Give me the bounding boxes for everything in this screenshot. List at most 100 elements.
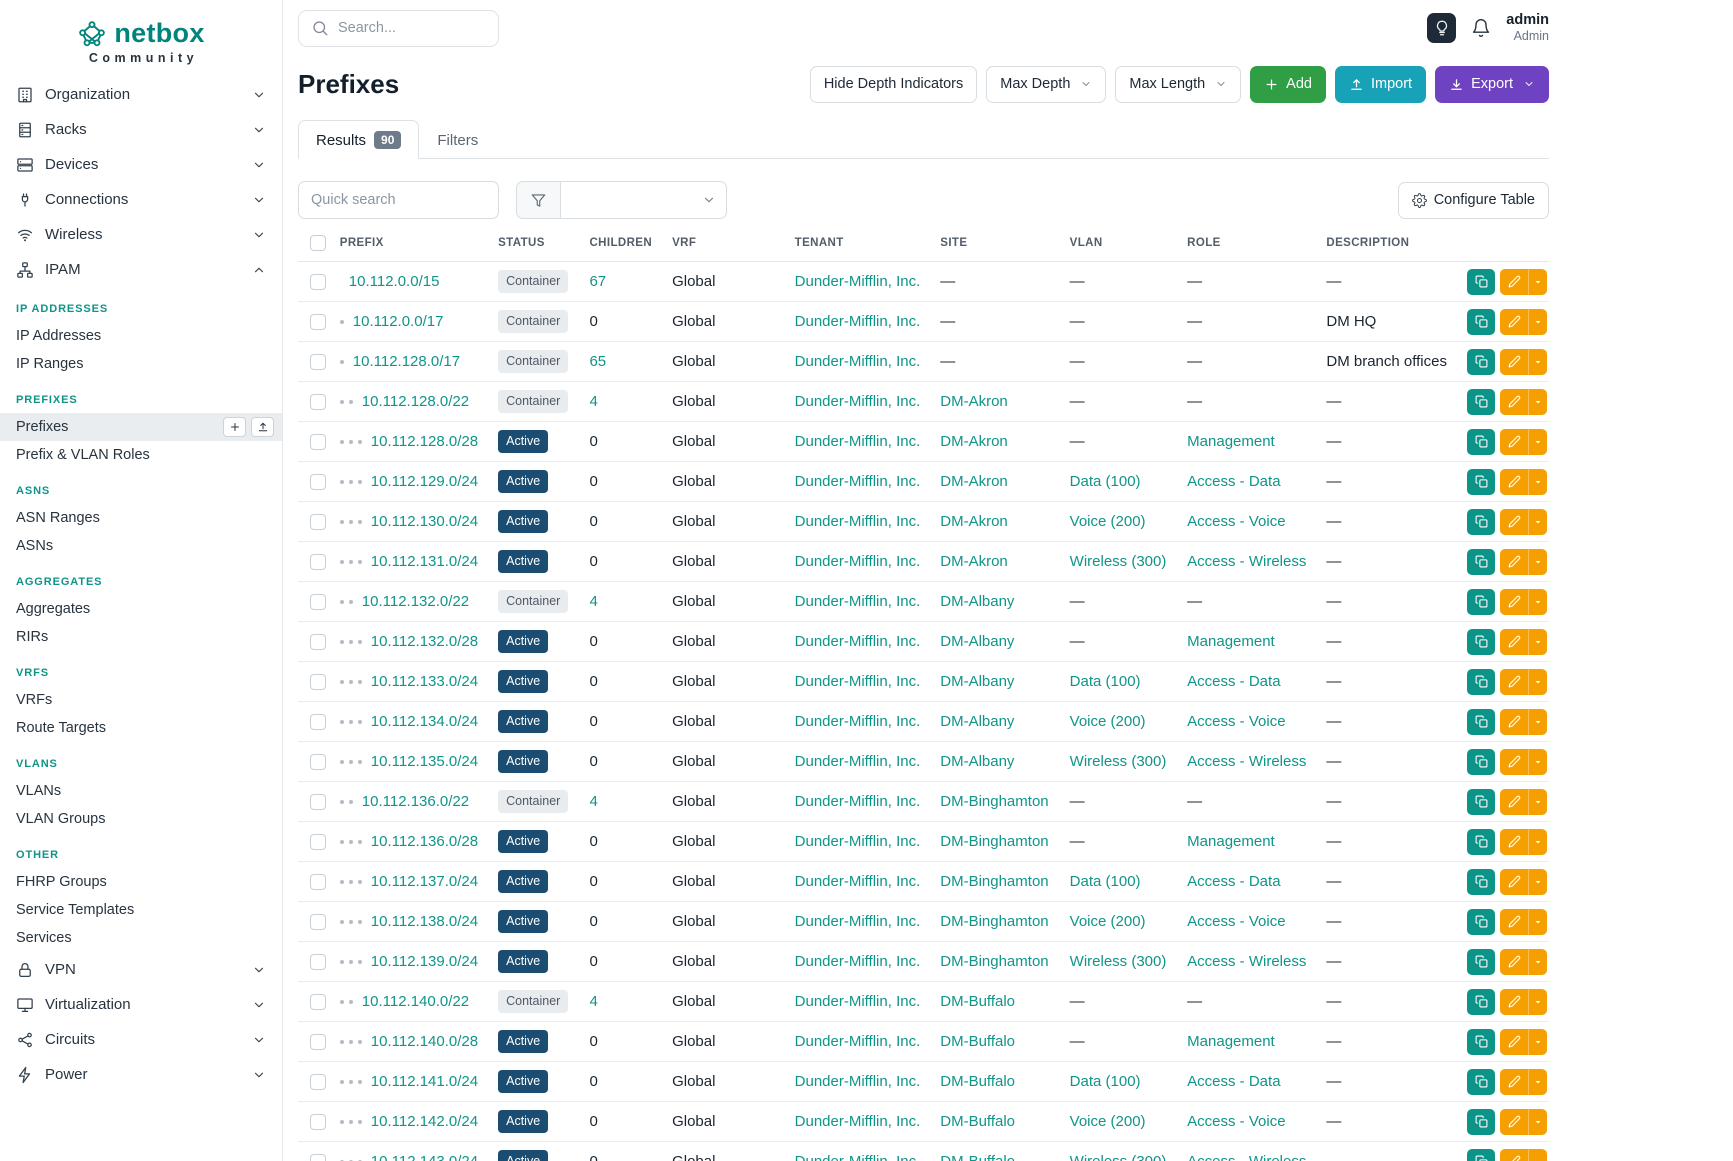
- prefix-link[interactable]: 10.112.132.0/22: [362, 593, 469, 610]
- edit-button[interactable]: [1500, 949, 1528, 975]
- clone-button[interactable]: [1467, 669, 1495, 695]
- tenant-link[interactable]: Dunder-Mifflin, Inc.: [795, 953, 921, 970]
- clone-button[interactable]: [1467, 949, 1495, 975]
- column-header-children[interactable]: CHILDREN: [579, 235, 662, 262]
- role-link[interactable]: Management: [1187, 633, 1275, 650]
- children-link[interactable]: 65: [589, 353, 606, 370]
- clone-button[interactable]: [1467, 829, 1495, 855]
- clone-button[interactable]: [1467, 909, 1495, 935]
- site-link[interactable]: DM-Albany: [940, 753, 1014, 770]
- site-link[interactable]: DM-Akron: [940, 433, 1008, 450]
- edit-button[interactable]: [1500, 1149, 1528, 1161]
- tenant-link[interactable]: Dunder-Mifflin, Inc.: [795, 1153, 921, 1161]
- prefix-link[interactable]: 10.112.128.0/22: [362, 393, 469, 410]
- prefix-link[interactable]: 10.112.129.0/24: [371, 473, 478, 490]
- row-checkbox[interactable]: [310, 754, 326, 770]
- quick-search-input[interactable]: [298, 181, 499, 219]
- import-button[interactable]: Import: [1335, 66, 1426, 103]
- row-dropdown-button[interactable]: [1528, 549, 1547, 575]
- row-checkbox[interactable]: [310, 674, 326, 690]
- prefix-link[interactable]: 10.112.128.0/28: [371, 433, 478, 450]
- role-link[interactable]: Access - Wireless: [1187, 753, 1306, 770]
- vlan-link[interactable]: Wireless (300): [1070, 953, 1167, 970]
- role-link[interactable]: Management: [1187, 433, 1275, 450]
- vlan-link[interactable]: Wireless (300): [1070, 753, 1167, 770]
- tenant-link[interactable]: Dunder-Mifflin, Inc.: [795, 433, 921, 450]
- clone-button[interactable]: [1467, 1069, 1495, 1095]
- site-link[interactable]: DM-Albany: [940, 673, 1014, 690]
- clone-button[interactable]: [1467, 869, 1495, 895]
- tenant-link[interactable]: Dunder-Mifflin, Inc.: [795, 353, 921, 370]
- edit-button[interactable]: [1500, 1069, 1528, 1095]
- row-dropdown-button[interactable]: [1528, 1029, 1547, 1055]
- site-link[interactable]: DM-Akron: [940, 393, 1008, 410]
- site-link[interactable]: DM-Binghamton: [940, 873, 1048, 890]
- row-dropdown-button[interactable]: [1528, 669, 1547, 695]
- vlan-link[interactable]: Wireless (300): [1070, 553, 1167, 570]
- filter-button[interactable]: [516, 181, 561, 219]
- select-all-checkbox[interactable]: [310, 235, 326, 251]
- dark-mode-toggle[interactable]: [1427, 13, 1456, 43]
- edit-button[interactable]: [1500, 989, 1528, 1015]
- tenant-link[interactable]: Dunder-Mifflin, Inc.: [795, 793, 921, 810]
- global-search[interactable]: [298, 10, 499, 47]
- row-dropdown-button[interactable]: [1528, 269, 1547, 295]
- row-checkbox[interactable]: [310, 714, 326, 730]
- site-link[interactable]: DM-Binghamton: [940, 793, 1048, 810]
- clone-button[interactable]: [1467, 989, 1495, 1015]
- vlan-link[interactable]: Data (100): [1070, 1073, 1141, 1090]
- row-dropdown-button[interactable]: [1528, 1149, 1547, 1161]
- clone-button[interactable]: [1467, 1109, 1495, 1135]
- column-header-vrf[interactable]: VRF: [662, 235, 785, 262]
- tenant-link[interactable]: Dunder-Mifflin, Inc.: [795, 633, 921, 650]
- row-dropdown-button[interactable]: [1528, 829, 1547, 855]
- role-link[interactable]: Management: [1187, 833, 1275, 850]
- clone-button[interactable]: [1467, 269, 1495, 295]
- row-checkbox[interactable]: [310, 634, 326, 650]
- global-search-input[interactable]: [338, 20, 486, 36]
- prefix-link[interactable]: 10.112.136.0/28: [371, 833, 478, 850]
- prefix-link[interactable]: 10.112.131.0/24: [371, 553, 478, 570]
- row-dropdown-button[interactable]: [1528, 509, 1547, 535]
- tab-results[interactable]: Results 90: [298, 120, 419, 159]
- sidebar-item-virtualization[interactable]: Virtualization: [0, 987, 282, 1022]
- sidebar-item-ip-addresses[interactable]: IP Addresses: [0, 322, 282, 350]
- sidebar-item-circuits[interactable]: Circuits: [0, 1022, 282, 1057]
- vlan-link[interactable]: Data (100): [1070, 673, 1141, 690]
- tenant-link[interactable]: Dunder-Mifflin, Inc.: [795, 753, 921, 770]
- sidebar-item-service-templates[interactable]: Service Templates: [0, 896, 282, 924]
- sidebar-item-prefix-vlan-roles[interactable]: Prefix & VLAN Roles: [0, 441, 282, 469]
- children-link[interactable]: 4: [589, 393, 597, 410]
- vlan-link[interactable]: Data (100): [1070, 873, 1141, 890]
- edit-button[interactable]: [1500, 789, 1528, 815]
- row-checkbox[interactable]: [310, 834, 326, 850]
- add-button[interactable]: Add: [1250, 66, 1326, 103]
- clone-button[interactable]: [1467, 309, 1495, 335]
- prefix-link[interactable]: 10.112.134.0/24: [371, 713, 478, 730]
- site-link[interactable]: DM-Binghamton: [940, 953, 1048, 970]
- edit-button[interactable]: [1500, 709, 1528, 735]
- prefix-link[interactable]: 10.112.130.0/24: [371, 513, 478, 530]
- children-link[interactable]: 4: [589, 993, 597, 1010]
- row-dropdown-button[interactable]: [1528, 869, 1547, 895]
- role-link[interactable]: Access - Voice: [1187, 913, 1285, 930]
- role-link[interactable]: Access - Voice: [1187, 1113, 1285, 1130]
- role-link[interactable]: Access - Voice: [1187, 513, 1285, 530]
- row-checkbox[interactable]: [310, 474, 326, 490]
- tenant-link[interactable]: Dunder-Mifflin, Inc.: [795, 313, 921, 330]
- row-dropdown-button[interactable]: [1528, 789, 1547, 815]
- column-header-site[interactable]: SITE: [930, 235, 1059, 262]
- edit-button[interactable]: [1500, 829, 1528, 855]
- clone-button[interactable]: [1467, 789, 1495, 815]
- row-dropdown-button[interactable]: [1528, 469, 1547, 495]
- tab-filters[interactable]: Filters: [419, 121, 496, 159]
- children-link[interactable]: 4: [589, 593, 597, 610]
- row-checkbox[interactable]: [310, 1114, 326, 1130]
- clone-button[interactable]: [1467, 589, 1495, 615]
- clone-button[interactable]: [1467, 469, 1495, 495]
- tenant-link[interactable]: Dunder-Mifflin, Inc.: [795, 993, 921, 1010]
- netbox-logo[interactable]: netbox Community: [0, 18, 282, 65]
- prefix-link[interactable]: 10.112.132.0/28: [371, 633, 478, 650]
- tenant-link[interactable]: Dunder-Mifflin, Inc.: [795, 553, 921, 570]
- prefix-link[interactable]: 10.112.0.0/17: [353, 313, 444, 330]
